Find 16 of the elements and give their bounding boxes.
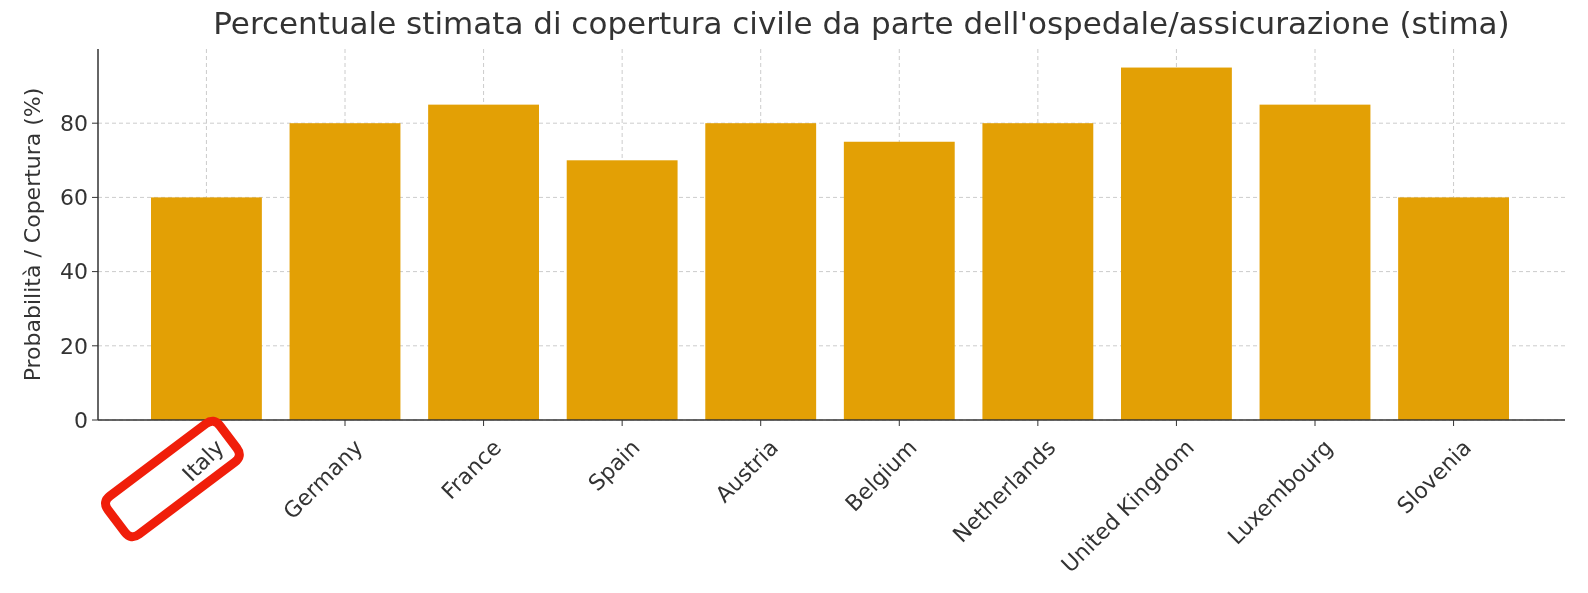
y-tick-label: 60 [60,185,88,211]
bar [843,141,955,420]
bar [566,160,678,420]
bar [428,104,539,420]
y-axis-title: Probabilità / Copertura (%) [20,87,45,382]
bar [982,123,1094,420]
chart-title: Percentuale stimata di copertura civile da parte dell'ospedale/assicurazione (stima) [213,5,1510,41]
bar [705,123,817,420]
y-tick-label: 40 [60,259,88,285]
y-tick-label: 80 [60,110,88,136]
bar [289,123,401,420]
bar [1398,197,1509,420]
y-tick-label: 0 [74,407,88,433]
bar [1121,67,1232,420]
bar [1259,104,1371,420]
y-tick-label: 20 [60,333,88,359]
